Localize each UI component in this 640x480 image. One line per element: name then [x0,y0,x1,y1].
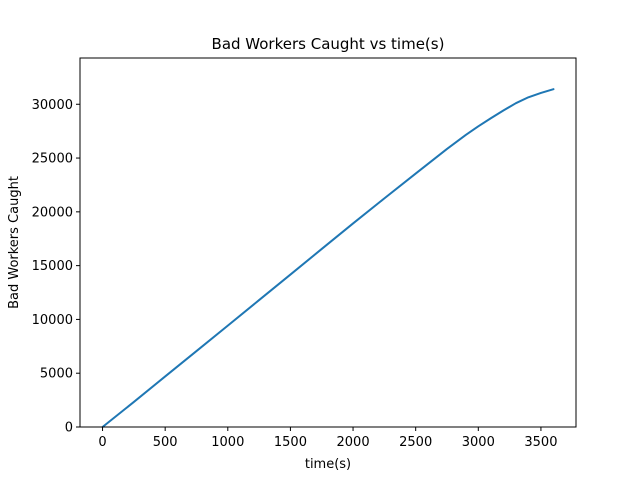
plot-area [101,88,555,428]
x-tick-label: 2000 [337,435,370,450]
x-tick-label: 0 [98,435,106,450]
x-tick-label: 2500 [399,435,432,450]
plot-frame [79,57,577,428]
x-axis-label: time(s) [305,457,351,472]
x-tick-label: 1500 [274,435,307,450]
x-tick-label: 3500 [524,435,557,450]
y-tick-label: 0 [65,421,73,436]
y-tick-label: 15000 [32,259,73,274]
y-tick-label: 20000 [32,205,73,220]
y-tick-label: 10000 [32,313,73,328]
y-tick-label: 30000 [32,98,73,113]
y-tick-label: 25000 [32,152,73,167]
x-tick-label: 500 [153,435,178,450]
x-axis: 0 500 1000 1500 2000 2500 3000 3500 [98,427,557,450]
y-axis: 0 5000 10000 15000 20000 25000 30000 [32,98,80,436]
y-tick-label: 5000 [40,367,73,382]
chart-title: Bad Workers Caught vs time(s) [212,35,445,53]
x-tick-label: 1000 [211,435,244,450]
x-tick-label: 3000 [462,435,495,450]
series-line [101,88,555,428]
y-axis-label: Bad Workers Caught [7,176,22,309]
